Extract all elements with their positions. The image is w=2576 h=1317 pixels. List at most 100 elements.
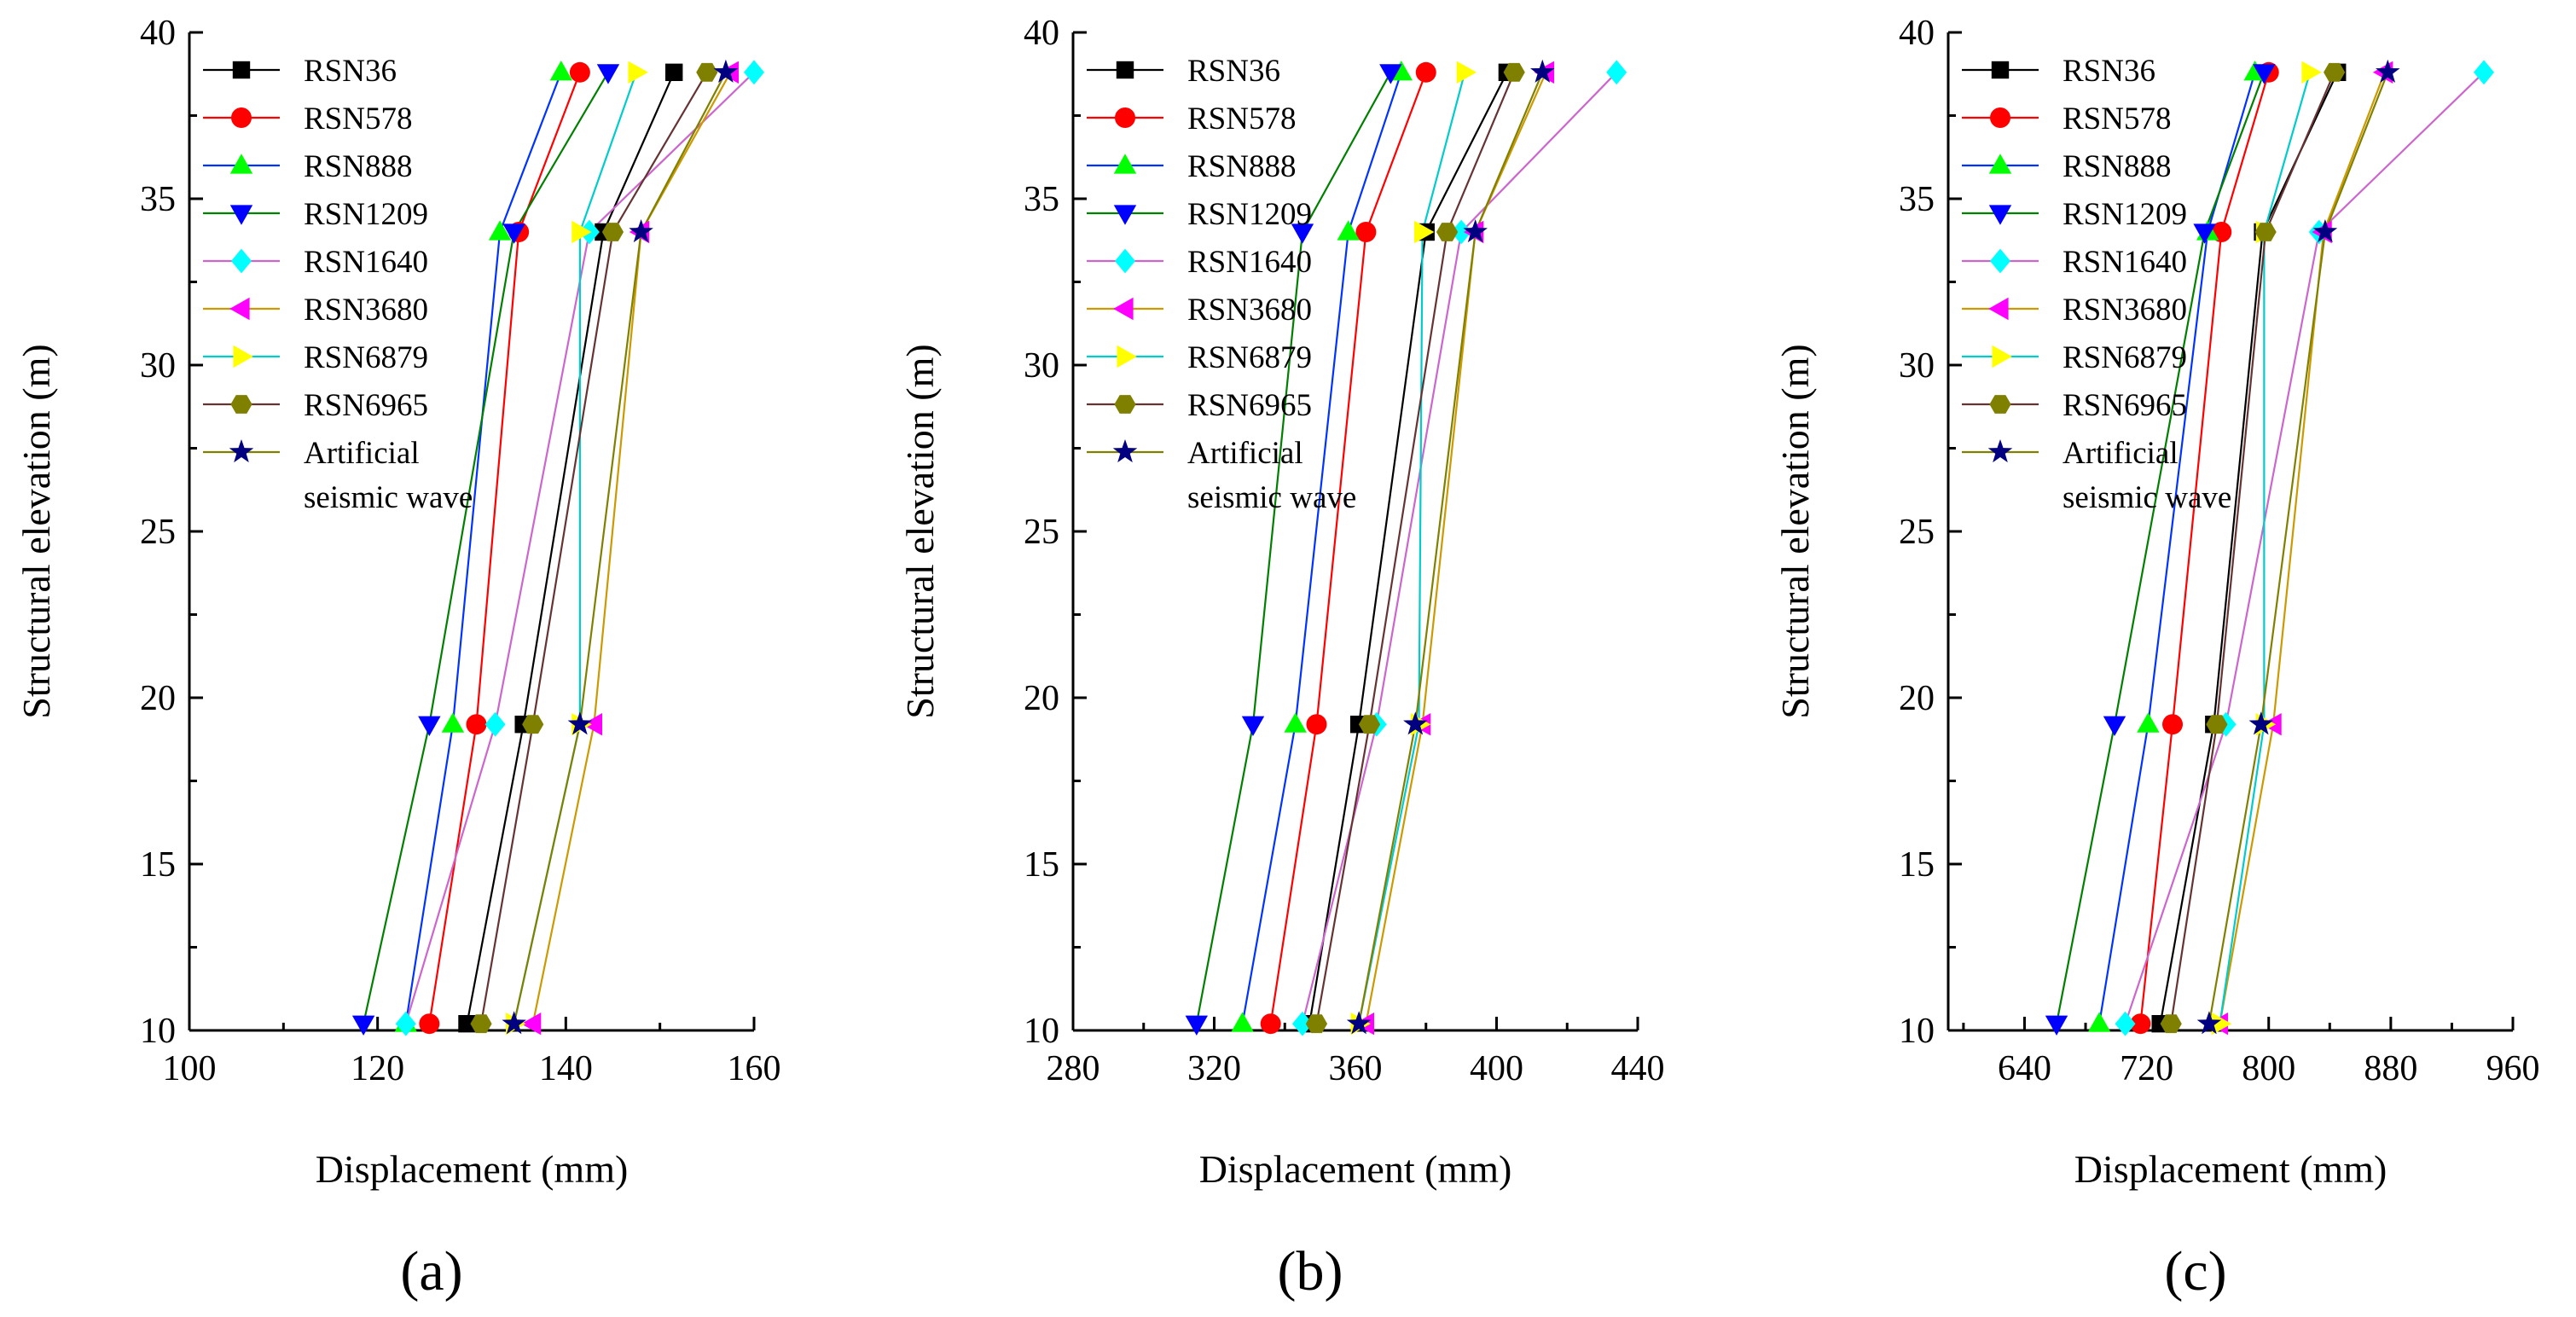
series-line-rsn888 (1241, 72, 1402, 1024)
data-point-rsn1640 (395, 1011, 416, 1036)
legend-marker-rsn6965 (230, 395, 252, 414)
legend-marker-rsn6879 (1992, 345, 2012, 368)
data-point-rsn1640 (484, 711, 506, 737)
data-point-rsn1640 (1291, 1011, 1313, 1036)
data-point-rsn6965 (2206, 715, 2228, 734)
series-line-rsn578 (428, 72, 581, 1024)
legend-marker-rsn3680 (1988, 297, 2009, 321)
x-tick-label: 960 (2486, 1049, 2540, 1088)
x-tick-label: 320 (1187, 1049, 1241, 1088)
series-line-rsn888 (404, 72, 562, 1024)
data-point-rsn3680 (582, 713, 603, 736)
y-tick-label: 15 (1899, 845, 1935, 885)
legend: RSN36 RSN578 RSN888 RSN1209 RSN1640 RSN3680 RS… (203, 54, 473, 515)
legend-label: RSN1640 (2063, 245, 2187, 280)
series-line-rsn1209 (1195, 72, 1392, 1024)
data-point-rsn6965 (1503, 62, 1525, 82)
data-point-rsn6965 (522, 715, 544, 734)
data-point-artificial-seismic-wave (2248, 711, 2274, 735)
y-tick-label: 10 (1024, 1012, 1059, 1051)
legend-marker-rsn888 (1113, 154, 1137, 174)
data-point-rsn1209 (1291, 223, 1314, 244)
legend-label: RSN578 (2063, 102, 2171, 136)
x-tick-label: 880 (2364, 1049, 2417, 1088)
data-point-rsn6965 (2254, 223, 2277, 241)
panel-label: (c) (2164, 1240, 2226, 1302)
data-point-artificial-seismic-wave (2196, 1011, 2222, 1035)
y-tick-label: 40 (140, 14, 176, 53)
series-line-rsn888 (2098, 72, 2256, 1024)
data-point-rsn888 (2087, 1012, 2111, 1032)
y-tick-label: 30 (140, 346, 176, 386)
data-point-rsn6879 (2211, 1012, 2232, 1036)
data-point-rsn1209 (1379, 64, 1402, 84)
x-tick-label: 360 (1329, 1049, 1383, 1088)
data-point-rsn888 (441, 712, 465, 733)
series-line-rsn1640 (2124, 72, 2485, 1024)
data-point-rsn6965 (1436, 223, 1459, 241)
data-point-artificial-seismic-wave (2376, 59, 2400, 83)
x-tick-label: 800 (2242, 1049, 2295, 1088)
legend-marker-rsn1640 (231, 248, 252, 274)
legend-marker-rsn6965 (1114, 395, 1136, 414)
data-point-rsn578 (466, 714, 487, 735)
data-point-rsn578 (1415, 61, 1436, 83)
series-line-rsn3680 (2219, 72, 2386, 1024)
data-point-rsn1209 (2103, 716, 2126, 736)
series-line-rsn578 (1269, 72, 1427, 1024)
legend-marker-rsn6879 (233, 345, 253, 368)
y-tick-label: 30 (1024, 346, 1059, 386)
data-point-rsn888 (1284, 712, 1307, 733)
legend: RSN36 RSN578 RSN888 RSN1209 RSN1640 RSN3680 RS… (1962, 54, 2231, 515)
legend-marker-rsn3680 (229, 297, 250, 321)
legend-label: RSN6965 (1187, 388, 1312, 423)
data-point-rsn578 (419, 1013, 440, 1035)
x-tick-label: 140 (539, 1049, 593, 1088)
legend-label: RSN36 (304, 54, 397, 89)
legend-marker-rsn1209 (1113, 205, 1137, 225)
data-point-rsn1209 (2253, 64, 2276, 84)
data-point-rsn6879 (2301, 61, 2322, 84)
y-tick-label: 20 (1899, 679, 1935, 718)
data-point-rsn1209 (502, 223, 525, 244)
y-tick-label: 25 (1024, 513, 1059, 552)
data-point-rsn1640 (744, 60, 764, 85)
data-point-rsn1209 (351, 1015, 375, 1036)
data-point-artificial-seismic-wave (713, 59, 739, 83)
y-tick-label: 35 (140, 180, 176, 219)
legend-label: RSN6965 (304, 388, 428, 423)
panel-label: (a) (400, 1240, 462, 1302)
legend-marker-rsn6879 (1117, 345, 1137, 368)
legend-marker-artificial-seismic-wave (1112, 439, 1138, 463)
y-tick-label: 25 (1899, 513, 1935, 552)
legend-marker-rsn578 (1115, 107, 1135, 128)
legend: RSN36 RSN578 RSN888 RSN1209 RSN1640 RSN3680 RS… (1087, 54, 1356, 515)
data-point-rsn3680 (520, 1012, 542, 1036)
legend-label: RSN578 (1187, 102, 1296, 136)
data-point-rsn888 (2137, 712, 2160, 733)
data-point-rsn578 (1260, 1013, 1281, 1035)
data-point-rsn1209 (418, 716, 441, 736)
y-tick-label: 20 (140, 679, 176, 718)
legend-label: Artificial (304, 436, 420, 471)
legend-marker-rsn888 (229, 154, 253, 174)
data-point-rsn578 (2162, 714, 2184, 735)
x-tick-label: 400 (1470, 1049, 1523, 1088)
data-point-artificial-seismic-wave (1403, 711, 1428, 735)
data-point-rsn6965 (1305, 1014, 1328, 1034)
series-line-rsn1640 (404, 72, 755, 1024)
x-tick-label: 640 (1998, 1049, 2051, 1088)
legend-marker-artificial-seismic-wave (229, 439, 254, 463)
y-tick-label: 20 (1024, 679, 1059, 718)
data-point-rsn1209 (2193, 223, 2216, 244)
legend-label: seismic wave (2063, 480, 2231, 515)
y-axis-title: Structural elevation (m) (1773, 344, 1817, 718)
y-tick-label: 15 (1024, 845, 1059, 885)
series-line-rsn1640 (1301, 72, 1617, 1024)
series-line-rsn6879 (2219, 72, 2312, 1024)
legend-label: RSN1209 (1187, 197, 1312, 232)
legend-label: seismic wave (1187, 480, 1356, 515)
series-line-artificial-seismic-wave (2208, 72, 2389, 1024)
x-tick-label: 160 (728, 1049, 781, 1088)
legend-label: RSN3680 (2063, 293, 2187, 328)
